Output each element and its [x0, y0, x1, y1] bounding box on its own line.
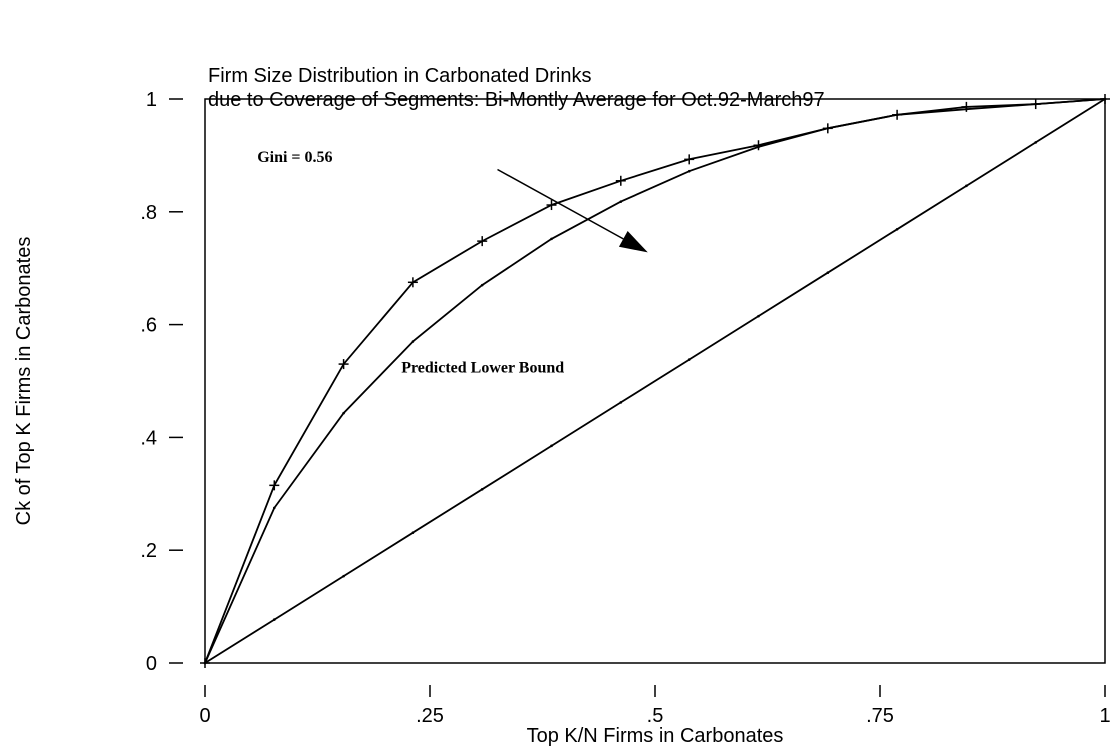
data-point — [619, 401, 623, 404]
data-point — [480, 487, 484, 491]
annotation-arrow-head — [618, 231, 648, 253]
series-line — [204, 98, 1106, 664]
data-point — [203, 661, 207, 665]
data-point — [269, 480, 280, 491]
data-point — [550, 444, 553, 448]
data-point — [338, 359, 349, 370]
x-tick-label: .5 — [647, 705, 664, 727]
data-point — [273, 506, 276, 510]
annotation-label: Gini = 0.56 — [257, 149, 332, 166]
data-point — [480, 283, 484, 287]
data-point — [1103, 97, 1107, 101]
chart-title-line-2: due to Coverage of Segments: Bi-Montly A… — [208, 89, 825, 111]
data-point — [826, 127, 830, 130]
x-tick-label: 0 — [199, 705, 210, 727]
series-line — [204, 98, 1106, 664]
y-axis: 0 .2 .4 .6 .8 1 — [140, 89, 183, 675]
chart-title: Firm Size Distribution in Carbonated Dri… — [208, 65, 825, 111]
data-point — [411, 340, 415, 343]
data-point — [965, 184, 968, 188]
data-point — [757, 314, 760, 318]
chart-title-line-1: Firm Size Distribution in Carbonated Dri… — [208, 65, 591, 87]
y-tick-label: 0 — [146, 653, 157, 675]
data-point — [757, 145, 760, 149]
x-tick-label: .75 — [866, 705, 894, 727]
data-point — [411, 531, 415, 535]
annotation-arrow-shaft — [497, 168, 624, 240]
x-tick-label: .25 — [416, 705, 444, 727]
data-point — [342, 411, 345, 415]
data-point — [273, 618, 276, 621]
data-point — [684, 154, 695, 165]
y-axis-label: Ck of Top K Firms in Carbonates — [13, 237, 35, 526]
data-point — [619, 200, 623, 203]
x-axis-label: Top K/N Firms in Carbonates — [527, 725, 784, 747]
data-point — [407, 277, 418, 288]
annotations-layer: Gini = 0.56 Predicted Lower Bound — [257, 149, 648, 377]
data-point — [1034, 102, 1037, 106]
data-point — [895, 113, 899, 117]
y-tick-label: .4 — [140, 427, 157, 449]
series-2 — [203, 97, 1107, 665]
annotation-label: Predicted Lower Bound — [401, 360, 564, 377]
data-point — [826, 271, 830, 275]
series-line — [204, 98, 1106, 664]
plot-area-frame — [204, 98, 1106, 664]
data-point — [342, 574, 345, 578]
data-point — [615, 175, 626, 186]
data-point — [895, 227, 899, 231]
y-tick-label: 1 — [146, 89, 157, 111]
data-point — [550, 237, 553, 241]
x-axis: 0 .25 .5 .75 1 — [199, 685, 1110, 727]
series-layer — [200, 94, 1110, 668]
series-3 — [203, 97, 1107, 665]
data-point — [477, 236, 488, 247]
x-tick-label: 1 — [1099, 705, 1110, 727]
data-point — [1034, 141, 1037, 144]
y-tick-label: .6 — [140, 315, 157, 337]
y-tick-label: .2 — [140, 540, 157, 562]
data-point — [965, 107, 968, 111]
data-point — [687, 358, 691, 361]
y-tick-label: .8 — [140, 202, 157, 224]
data-point — [687, 169, 691, 173]
data-point — [546, 200, 557, 211]
